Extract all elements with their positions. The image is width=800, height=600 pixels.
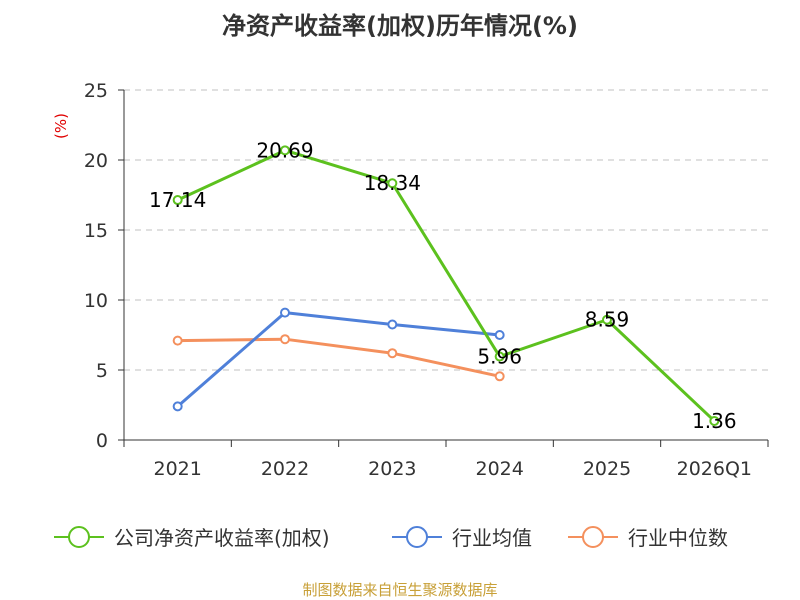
x-tick-label: 2025 [583,458,631,480]
x-tick-label: 2022 [261,458,309,480]
data-labels: 17.14 20.69 18.34 5.96 8.59 1.36 [149,138,737,433]
data-label: 5.96 [477,345,522,369]
data-point [280,334,290,345]
data-point [387,319,398,330]
series-lines [172,145,720,426]
data-point [494,351,505,362]
x-tick-label: 2026Q1 [677,458,752,480]
y-axis-unit-label: (%) [52,113,70,139]
y-tick-label: 10 [84,290,108,312]
x-tick-label: 2023 [368,458,416,480]
x-tick-label: 2024 [475,458,523,480]
grid-lines [124,89,768,371]
legend-label: 行业中位数 [628,526,728,550]
series-line [176,148,716,423]
y-tick-label: 20 [84,150,108,172]
chart-title: 净资产收益率(加权)历年情况(%) [222,12,578,40]
data-label: 8.59 [585,308,630,332]
series-line [176,337,502,378]
data-label: 1.36 [692,409,737,433]
source-note: 制图数据来自恒生聚源数据库 [302,581,497,599]
legend: 公司净资产收益率(加权) 行业均值 行业中位数 [54,526,728,550]
series-line [176,311,502,408]
data-point [172,335,183,346]
legend-label: 公司净资产收益率(加权) [114,526,330,550]
y-tick-label: 15 [84,220,108,242]
data-point [494,330,505,340]
y-tick-label: 25 [84,80,108,102]
legend-label: 行业均值 [452,526,532,550]
legend-marker [68,526,90,548]
data-point [709,415,720,426]
data-label: 20.69 [256,138,313,162]
legend-marker [406,526,428,548]
data-point [280,145,290,156]
data-point [172,401,183,412]
data-point [280,307,290,318]
data-label: 18.34 [364,171,421,195]
data-point [172,195,183,206]
data-point [387,178,398,189]
x-tick-label: 2021 [153,458,201,480]
legend-marker [582,526,604,548]
data-point [602,314,612,325]
data-label: 17.14 [149,188,206,212]
y-tick-label: 5 [96,360,108,382]
data-point [387,348,398,359]
y-tick-label: 0 [96,430,108,452]
data-point [494,371,505,382]
